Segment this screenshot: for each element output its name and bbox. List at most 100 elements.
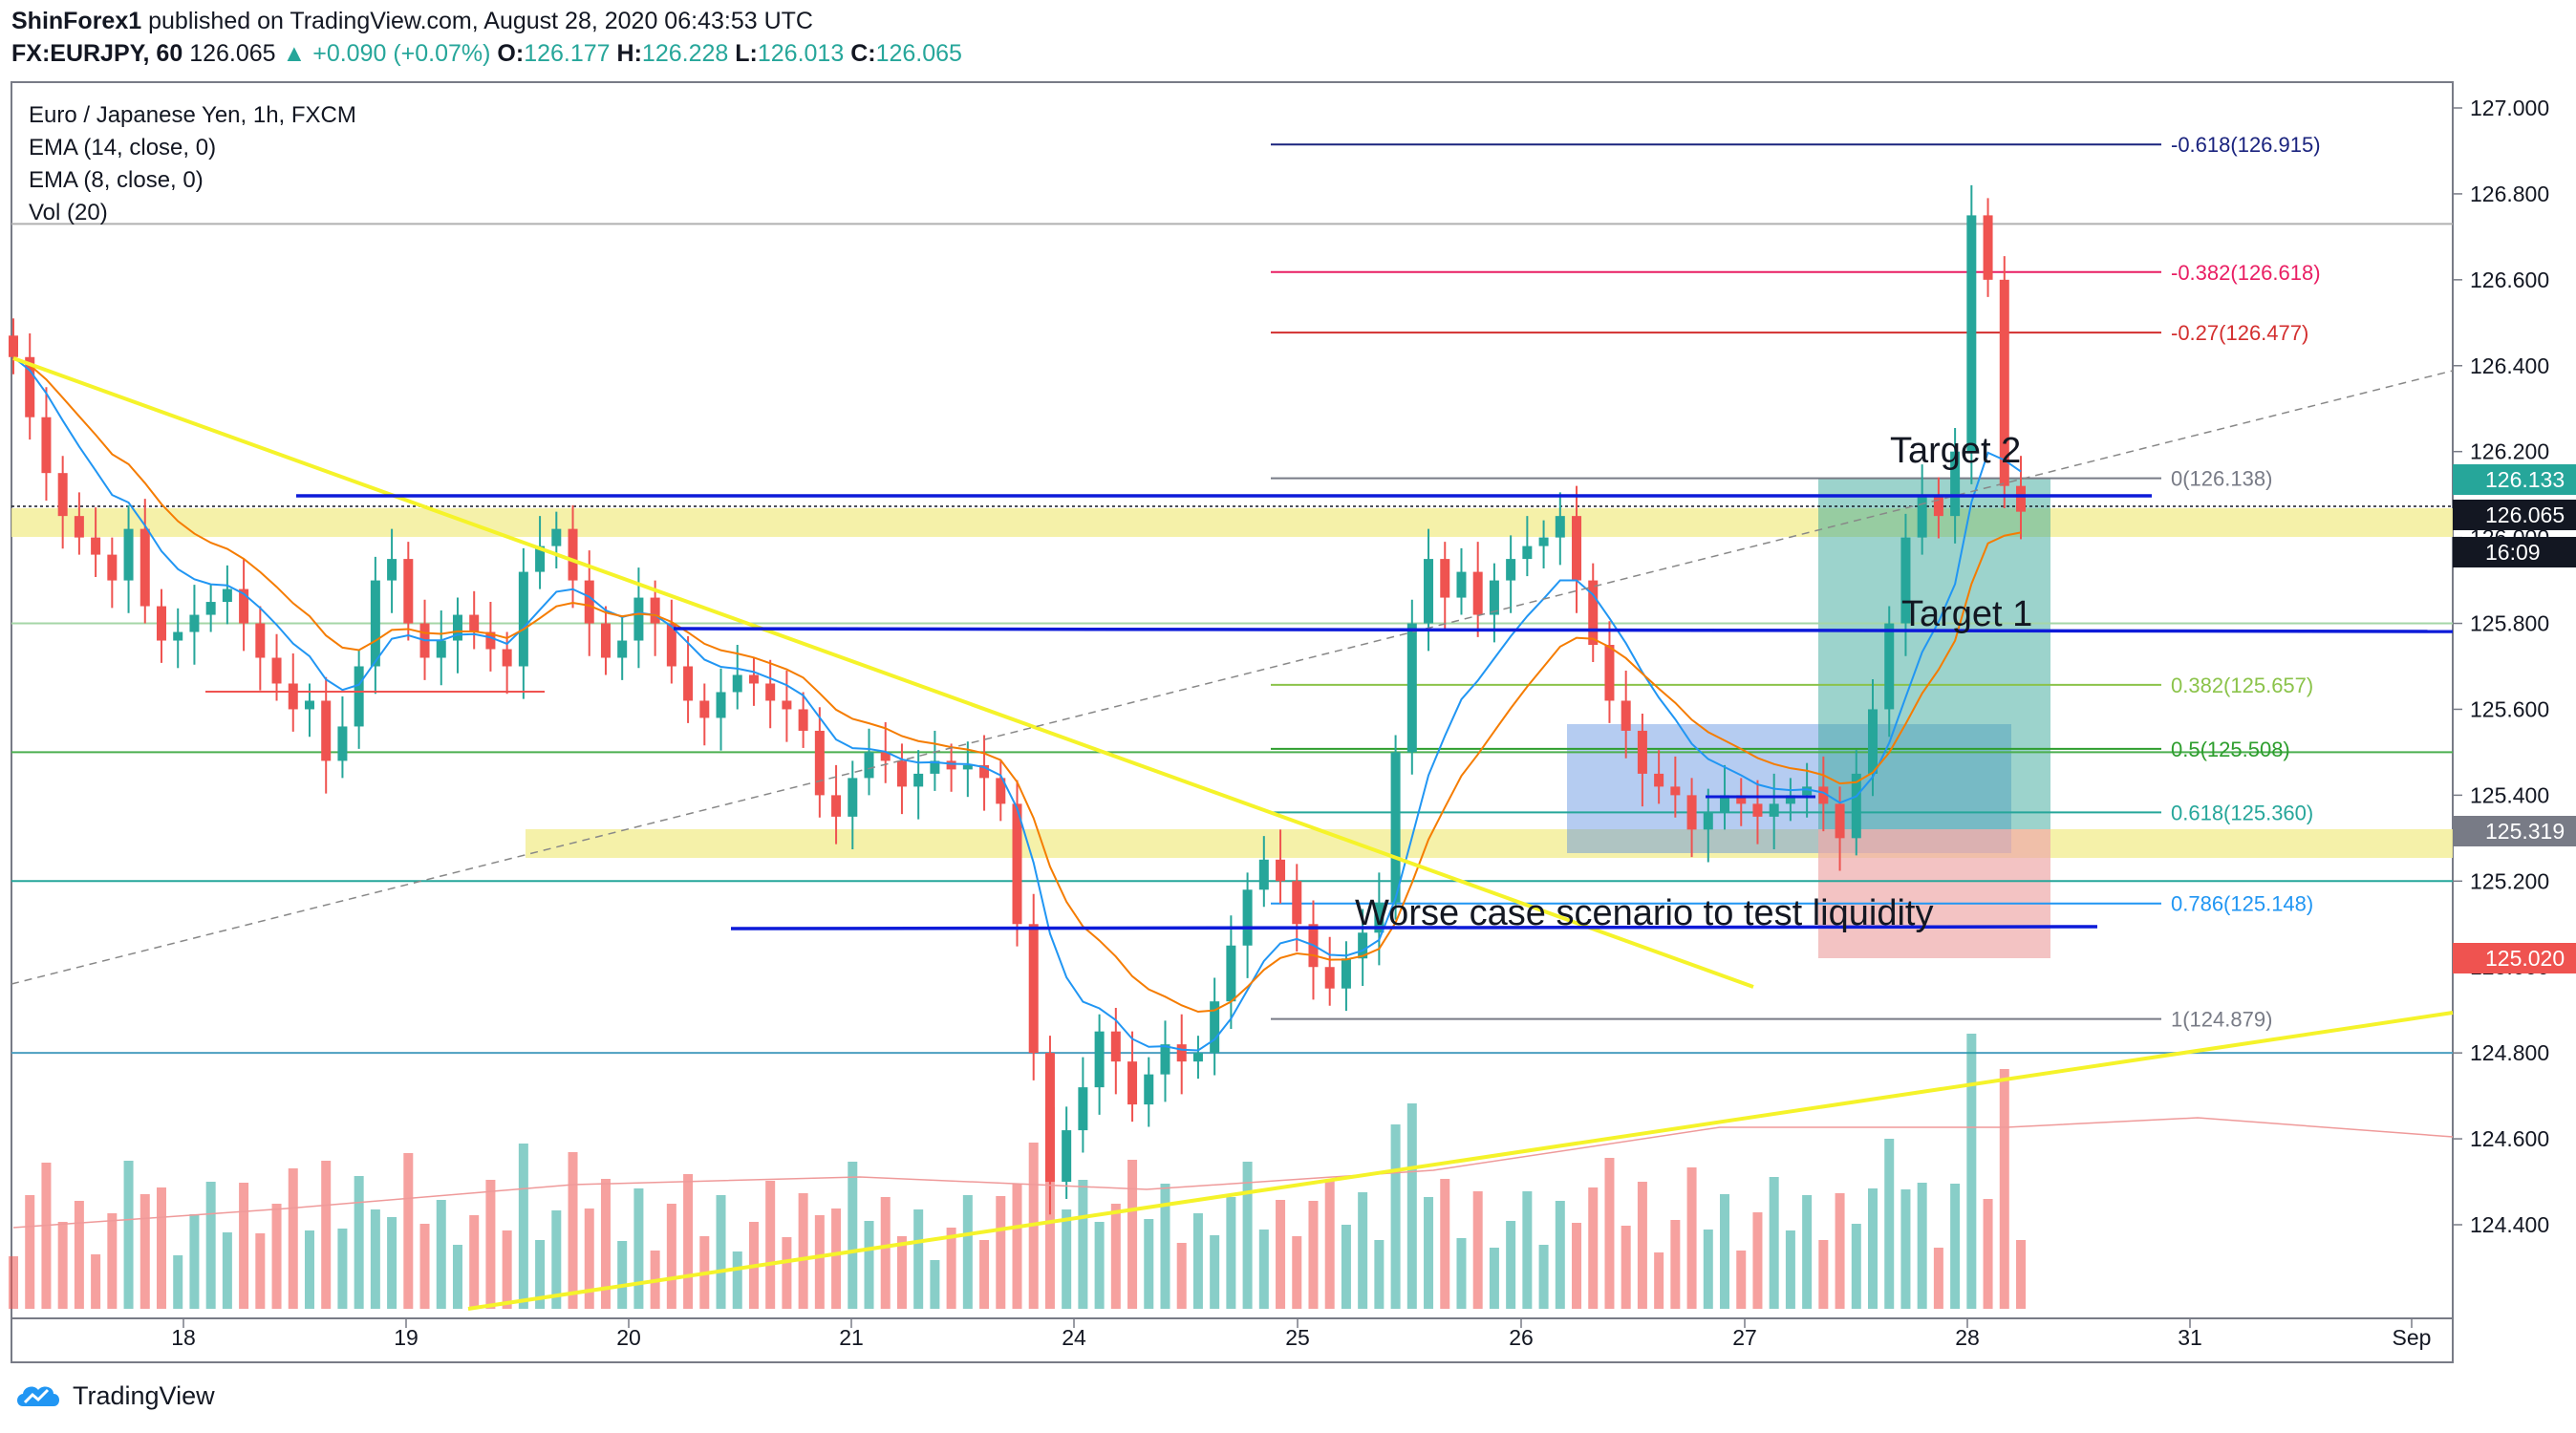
chart-annotation: Target 2 bbox=[1890, 431, 2021, 471]
volume-bar bbox=[321, 1161, 332, 1309]
candle-up bbox=[1785, 795, 1795, 804]
fib-level-label: 0.786(125.148) bbox=[2171, 892, 2313, 916]
candle-down bbox=[1012, 803, 1022, 925]
candle-up bbox=[1720, 795, 1730, 813]
candle-down bbox=[9, 335, 18, 357]
volume-bar bbox=[1144, 1219, 1154, 1309]
legend-title: Euro / Japanese Yen, 1h, FXCM bbox=[29, 102, 356, 128]
candle-up bbox=[123, 528, 134, 581]
candle-up bbox=[962, 764, 973, 770]
volume-bar bbox=[1720, 1194, 1730, 1309]
candle-up bbox=[1769, 803, 1779, 817]
candle-up bbox=[452, 614, 462, 641]
candle-up bbox=[1144, 1074, 1154, 1105]
candle-up bbox=[1555, 516, 1565, 538]
y-axis-label: 124.800 bbox=[2470, 1040, 2549, 1065]
volume-bar bbox=[716, 1195, 726, 1309]
volume-bar bbox=[1094, 1222, 1105, 1309]
volume-bar bbox=[979, 1240, 990, 1309]
volume-bar bbox=[123, 1161, 134, 1309]
candle-down bbox=[156, 606, 166, 641]
candle-up bbox=[913, 773, 924, 787]
high-value: 126.228 bbox=[641, 40, 729, 67]
volume-bar bbox=[848, 1162, 858, 1309]
y-axis-label: 124.400 bbox=[2470, 1212, 2549, 1237]
chart-legend: Euro / Japanese Yen, 1h, FXCM EMA (14, c… bbox=[29, 99, 356, 229]
candle-up bbox=[1192, 1053, 1203, 1062]
volume-bar bbox=[1440, 1179, 1450, 1309]
price-axis-badge bbox=[2453, 943, 2576, 973]
legend-ema8[interactable]: EMA (8, close, 0) bbox=[29, 167, 204, 193]
volume-bar bbox=[304, 1230, 314, 1309]
volume-bar bbox=[1670, 1220, 1681, 1309]
volume-bar bbox=[831, 1208, 842, 1309]
price-axis-badge-label: 125.319 bbox=[2485, 819, 2565, 844]
candle-down bbox=[896, 760, 907, 787]
volume-bar bbox=[1769, 1177, 1779, 1309]
candle-down bbox=[946, 760, 956, 770]
candle-down bbox=[1654, 773, 1664, 787]
candle-down bbox=[765, 683, 776, 701]
candle-up bbox=[1424, 559, 1434, 624]
published-text: published on TradingView.com, August 28,… bbox=[148, 8, 813, 34]
volume-bar bbox=[633, 1188, 644, 1309]
author-name[interactable]: ShinForex1 bbox=[11, 8, 142, 34]
volume-bar bbox=[205, 1182, 216, 1309]
y-axis-label: 126.800 bbox=[2470, 182, 2549, 206]
candle-up bbox=[370, 580, 380, 667]
volume-bar bbox=[57, 1222, 68, 1309]
volume-bar bbox=[1127, 1160, 1138, 1309]
candle-up bbox=[1802, 786, 1813, 796]
volume-bar bbox=[140, 1194, 150, 1309]
candle-down bbox=[1588, 580, 1599, 646]
volume-bar bbox=[9, 1256, 18, 1309]
volume-bar bbox=[239, 1183, 249, 1309]
volume-bar bbox=[1752, 1212, 1763, 1309]
volume-bar bbox=[403, 1153, 414, 1309]
volume-bar bbox=[568, 1152, 578, 1309]
volume-bar bbox=[1736, 1251, 1747, 1309]
fib-level-label: 0.5(125.508) bbox=[2171, 738, 2290, 761]
tradingview-logo[interactable]: TradingView bbox=[13, 1380, 215, 1412]
candle-down bbox=[1044, 1053, 1055, 1183]
volume-bar bbox=[962, 1195, 973, 1309]
candle-up bbox=[1374, 902, 1385, 933]
tradingview-brand: TradingView bbox=[73, 1380, 215, 1410]
candle-down bbox=[1276, 859, 1286, 882]
candle-down bbox=[996, 778, 1006, 804]
publish-info: ShinForex1 published on TradingView.com,… bbox=[11, 8, 813, 35]
volume-bar bbox=[732, 1251, 742, 1309]
volume-bar bbox=[798, 1193, 808, 1309]
volume-bar bbox=[1110, 1204, 1121, 1309]
price-chart[interactable]: -0.618(126.915) -0.382(126.618) -0.27(126.… bbox=[0, 0, 2576, 1366]
fib-level-label: 1(124.879) bbox=[2171, 1008, 2272, 1032]
candle-down bbox=[1818, 786, 1829, 804]
volume-bar bbox=[1999, 1069, 2009, 1309]
fib-level-label: -0.382(126.618) bbox=[2171, 261, 2321, 285]
candle-down bbox=[699, 700, 710, 718]
candle-up bbox=[1522, 545, 1533, 560]
candle-down bbox=[255, 623, 266, 658]
volume-bar bbox=[617, 1241, 628, 1309]
fib-level-label: 0(126.138) bbox=[2171, 467, 2272, 491]
volume-bar bbox=[156, 1187, 166, 1309]
candle-up bbox=[1341, 958, 1351, 989]
volume-bar bbox=[666, 1204, 676, 1309]
y-axis-label: 125.400 bbox=[2470, 782, 2549, 807]
volume-bar bbox=[25, 1195, 35, 1309]
candle-up bbox=[716, 692, 726, 718]
volume-bar bbox=[1555, 1201, 1565, 1309]
volume-bar bbox=[1358, 1192, 1368, 1309]
channel-dashed-line bbox=[11, 370, 2454, 985]
tradingview-cloud-icon bbox=[17, 1386, 59, 1406]
volume-bar bbox=[354, 1176, 364, 1309]
legend-vol[interactable]: Vol (20) bbox=[29, 200, 108, 225]
candle-up bbox=[337, 726, 348, 761]
legend-ema14[interactable]: EMA (14, close, 0) bbox=[29, 135, 217, 160]
volume-bar bbox=[864, 1221, 874, 1309]
volume-bar bbox=[189, 1214, 200, 1309]
volume-bar bbox=[1078, 1180, 1088, 1309]
candle-up bbox=[222, 588, 232, 603]
ema-14-line bbox=[12, 355, 2022, 1014]
candle-up bbox=[1489, 580, 1499, 615]
